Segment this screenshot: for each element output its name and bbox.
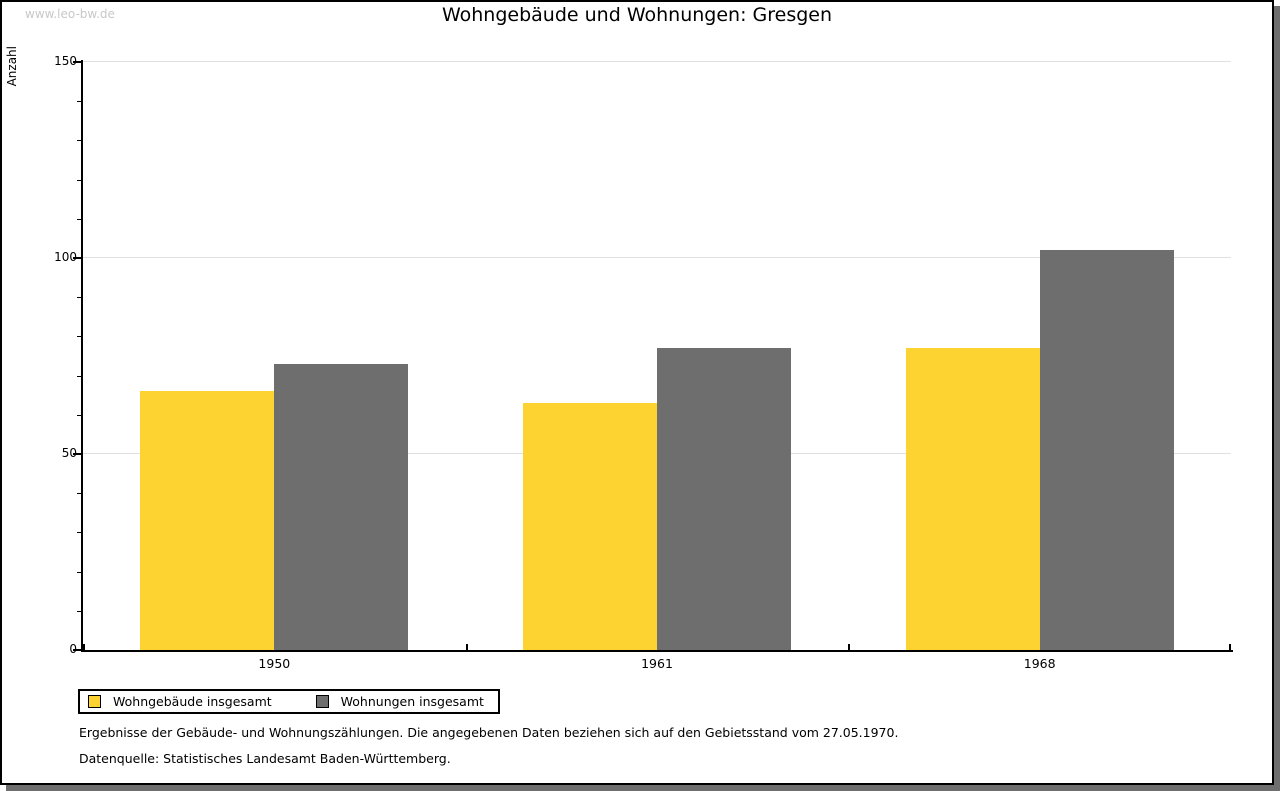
bar-wohngebäude-insgesamt-1968: [905, 348, 1040, 650]
y-axis-tick-label: 50: [61, 446, 77, 460]
y-axis-tick-label: 0: [69, 642, 77, 656]
x-axis-tick: [848, 644, 851, 650]
bar-wohnungen-insgesamt-1968: [1039, 250, 1174, 650]
footnote-source-note: Ergebnisse der Gebäude- und Wohnungszähl…: [79, 725, 899, 740]
y-axis-minor-tick: [77, 179, 81, 181]
footnote-data-source: Datenquelle: Statistisches Landesamt Bad…: [79, 751, 451, 766]
bar-chart: 1950 1961 1968 0 50 100 150: [2, 2, 1272, 783]
x-axis-tick: [465, 644, 468, 650]
y-gridline: [83, 257, 1231, 258]
legend-label: Wohnungen insgesamt: [340, 694, 484, 709]
bar-wohnungen-insgesamt-1961: [657, 348, 791, 650]
legend-item: Wohngebäude insgesamt: [88, 694, 272, 709]
y-axis-minor-tick: [77, 336, 81, 338]
y-axis-line: [81, 60, 83, 652]
legend-label: Wohngebäude insgesamt: [113, 694, 272, 709]
y-axis-minor-tick: [77, 610, 81, 612]
y-axis-minor-tick: [77, 140, 81, 142]
y-axis-minor-tick: [77, 532, 81, 534]
bar-wohngebäude-insgesamt-1961: [523, 403, 657, 650]
legend: Wohngebäude insgesamt Wohnungen insgesamt: [78, 689, 500, 714]
y-axis-minor-tick: [77, 101, 81, 103]
legend-swatch-icon: [315, 695, 329, 708]
x-axis-tick: [1229, 644, 1231, 650]
y-axis-minor-tick: [77, 297, 81, 299]
y-axis-major-tick: [73, 257, 81, 259]
watermark: www.leo-bw.de: [25, 7, 115, 21]
y-axis-tick-label: 100: [54, 250, 77, 264]
x-axis-line: [81, 650, 1233, 652]
bar-wohngebäude-insgesamt-1950: [140, 391, 275, 650]
x-category-label: 1968: [1023, 656, 1056, 671]
bar-wohnungen-insgesamt-1950: [274, 363, 409, 650]
y-axis-major-tick: [73, 453, 81, 455]
y-axis-major-tick: [73, 649, 81, 651]
y-axis-minor-tick: [77, 414, 81, 416]
x-category-label: 1950: [258, 656, 291, 671]
legend-item: Wohnungen insgesamt: [315, 694, 484, 709]
y-axis-major-tick: [73, 61, 81, 63]
y-gridline: [83, 61, 1231, 62]
y-axis-minor-tick: [77, 571, 81, 573]
y-axis-tick-label: 150: [54, 54, 77, 68]
x-category-label: 1961: [641, 656, 673, 671]
y-axis-minor-tick: [77, 218, 81, 220]
y-axis-minor-tick: [77, 493, 81, 495]
chart-title: Wohngebäude und Wohnungen: Gresgen: [441, 4, 833, 26]
x-axis-tick: [83, 644, 85, 650]
y-axis-minor-tick: [77, 375, 81, 377]
legend-swatch-icon: [88, 695, 101, 708]
